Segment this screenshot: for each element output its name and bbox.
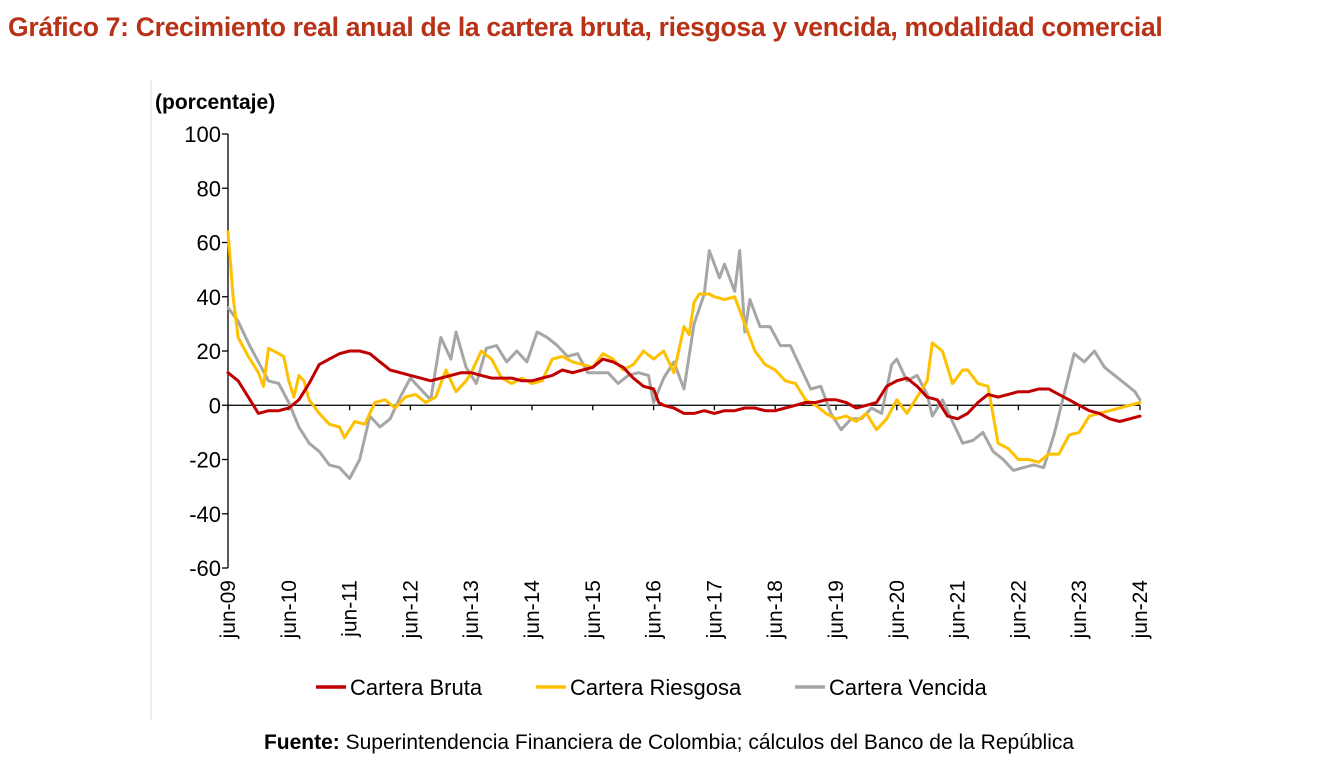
y-tick-label: 100 xyxy=(184,122,221,147)
legend-label: Cartera Vencida xyxy=(829,675,988,700)
y-axis: -60 -40 -20 0 20 40 60 80 100 xyxy=(184,122,229,581)
y-axis-label: (porcentaje) xyxy=(155,91,275,114)
source-label: Fuente: xyxy=(263,731,340,754)
x-tick-label: jun-13 xyxy=(460,580,483,639)
x-tick-label: jun-11 xyxy=(339,580,362,638)
y-tick-label: 80 xyxy=(197,176,221,201)
legend-label: Cartera Riesgosa xyxy=(570,675,742,700)
x-axis: jun-09 jun-10 jun-11 jun-12 jun-13 jun-14 jun-… xyxy=(217,404,1152,640)
x-tick-label: jun-21 xyxy=(947,580,970,639)
x-tick-label: jun-23 xyxy=(1068,580,1091,639)
y-tick-label: -40 xyxy=(189,502,221,527)
y-tick-label: 0 xyxy=(209,393,221,418)
legend-label: Cartera Bruta xyxy=(350,675,483,700)
y-tick-label: 60 xyxy=(197,231,221,256)
chart-area: (porcentaje) -60 -40 -20 0 20 40 60 80 100 jun-0… xyxy=(150,80,1180,720)
x-tick-label: jun-10 xyxy=(278,580,301,639)
chart-title: Gráfico 7: Crecimiento real anual de la … xyxy=(8,12,1163,42)
series-layer xyxy=(226,230,1142,480)
x-tick-label: jun-14 xyxy=(521,580,544,640)
y-tick-label: 40 xyxy=(197,285,221,310)
x-tick-label: jun-22 xyxy=(1007,580,1030,639)
series-line-cartera-vencida xyxy=(226,249,1142,480)
x-tick-label: jun-18 xyxy=(764,580,787,639)
x-tick-label: jun-17 xyxy=(703,580,726,639)
source-note: Fuente: Superintendencia Financiera de C… xyxy=(0,731,1338,755)
x-tick-label: jun-20 xyxy=(886,580,909,639)
line-chart: (porcentaje) -60 -40 -20 0 20 40 60 80 100 jun-0… xyxy=(150,80,1152,720)
y-tick-label: -20 xyxy=(189,448,221,473)
x-tick-label: jun-12 xyxy=(399,580,422,639)
y-tick-label: -60 xyxy=(189,556,221,581)
source-text: Superintendencia Financiera de Colombia;… xyxy=(345,731,1075,754)
series-line-cartera-riesgosa xyxy=(226,230,1142,464)
x-tick-label: jun-24 xyxy=(1129,580,1152,640)
x-tick-label: jun-15 xyxy=(582,580,605,639)
y-tick-label: 20 xyxy=(197,339,221,364)
x-tick-label: jun-19 xyxy=(825,580,848,639)
legend: Cartera Bruta Cartera Riesgosa Cartera Ven… xyxy=(316,675,988,700)
x-tick-label: jun-16 xyxy=(643,580,666,639)
x-tick-label: jun-09 xyxy=(217,580,240,639)
series-line-cartera-bruta xyxy=(226,349,1142,423)
